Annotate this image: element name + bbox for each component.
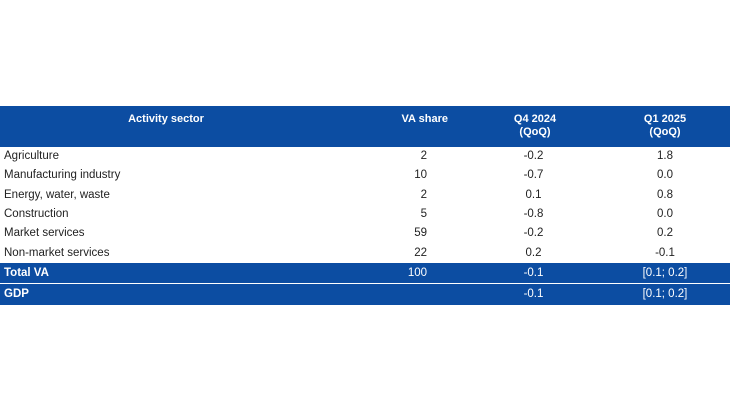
q4-value: -0.2 — [523, 150, 544, 163]
q4-value: 0.1 — [525, 188, 542, 201]
table-row: Construction 5 -0.8 0.0 — [0, 205, 730, 224]
header-q1-period: Q1 2025 — [643, 113, 687, 125]
sector-name: Energy, water, waste — [4, 188, 110, 201]
va-share-value: 2 — [420, 188, 427, 201]
header-row: Activity sector VA share Q4 2024 (QoQ) Q… — [0, 106, 730, 147]
q1-value: 0.2 — [657, 227, 673, 240]
header-q1-2025: Q1 2025 (QoQ) — [600, 106, 730, 147]
sector-name: Construction — [4, 208, 69, 221]
table-row: Agriculture 2 -0.2 1.8 — [0, 147, 730, 166]
total-q4-value: -0.1 — [523, 266, 544, 279]
table-row: Manufacturing industry 10 -0.7 0.0 — [0, 166, 730, 185]
sector-name: Manufacturing industry — [4, 169, 121, 182]
va-share-value: 10 — [414, 169, 427, 182]
va-share-value: 59 — [414, 227, 427, 240]
va-share-value: 5 — [420, 208, 427, 221]
table-body: Agriculture 2 -0.2 1.8 Manufacturing ind… — [0, 147, 730, 305]
va-share-value: 2 — [420, 150, 427, 163]
sector-name: Non-market services — [4, 246, 110, 259]
q1-value: 0.0 — [657, 169, 673, 182]
q4-value: -0.8 — [523, 208, 544, 221]
q1-value: 1.8 — [657, 150, 673, 163]
q1-value: 0.0 — [657, 208, 673, 221]
q4-value: 0.2 — [525, 246, 542, 259]
sector-name: Market services — [4, 227, 85, 240]
total-va-row: Total VA 100 -0.1 [0.1; 0.2] — [0, 262, 730, 284]
q1-value: 0.8 — [657, 188, 673, 201]
gdp-q4-value: -0.1 — [523, 288, 544, 301]
va-share-value: 22 — [414, 246, 427, 259]
gdp-va-share-value — [332, 284, 467, 305]
total-va-share-value: 100 — [407, 266, 427, 279]
gdp-q1-value: [0.1; 0.2] — [642, 288, 688, 301]
header-q4-2024: Q4 2024 (QoQ) — [467, 106, 600, 147]
table-row: Energy, water, waste 2 0.1 0.8 — [0, 186, 730, 205]
header-q1-qoq: (QoQ) — [649, 126, 681, 138]
header-q4-qoq: (QoQ) — [519, 126, 551, 138]
gdp-row: GDP -0.1 [0.1; 0.2] — [0, 283, 730, 305]
header-q4-period: Q4 2024 — [513, 113, 557, 125]
q4-value: -0.7 — [523, 169, 544, 182]
table-header: Activity sector VA share Q4 2024 (QoQ) Q… — [0, 106, 730, 147]
table-row: Market services 59 -0.2 0.2 — [0, 224, 730, 243]
q1-value: -0.1 — [655, 246, 675, 259]
q4-value: -0.2 — [523, 227, 544, 240]
total-label: Total VA — [4, 266, 49, 279]
va-growth-table: Activity sector VA share Q4 2024 (QoQ) Q… — [0, 106, 730, 305]
total-q1-value: [0.1; 0.2] — [642, 266, 688, 279]
header-va-share: VA share — [401, 113, 448, 125]
sector-name: Agriculture — [4, 150, 59, 163]
gdp-label: GDP — [4, 288, 29, 301]
table-row: Non-market services 22 0.2 -0.1 — [0, 244, 730, 263]
header-activity-sector: Activity sector — [128, 113, 204, 125]
